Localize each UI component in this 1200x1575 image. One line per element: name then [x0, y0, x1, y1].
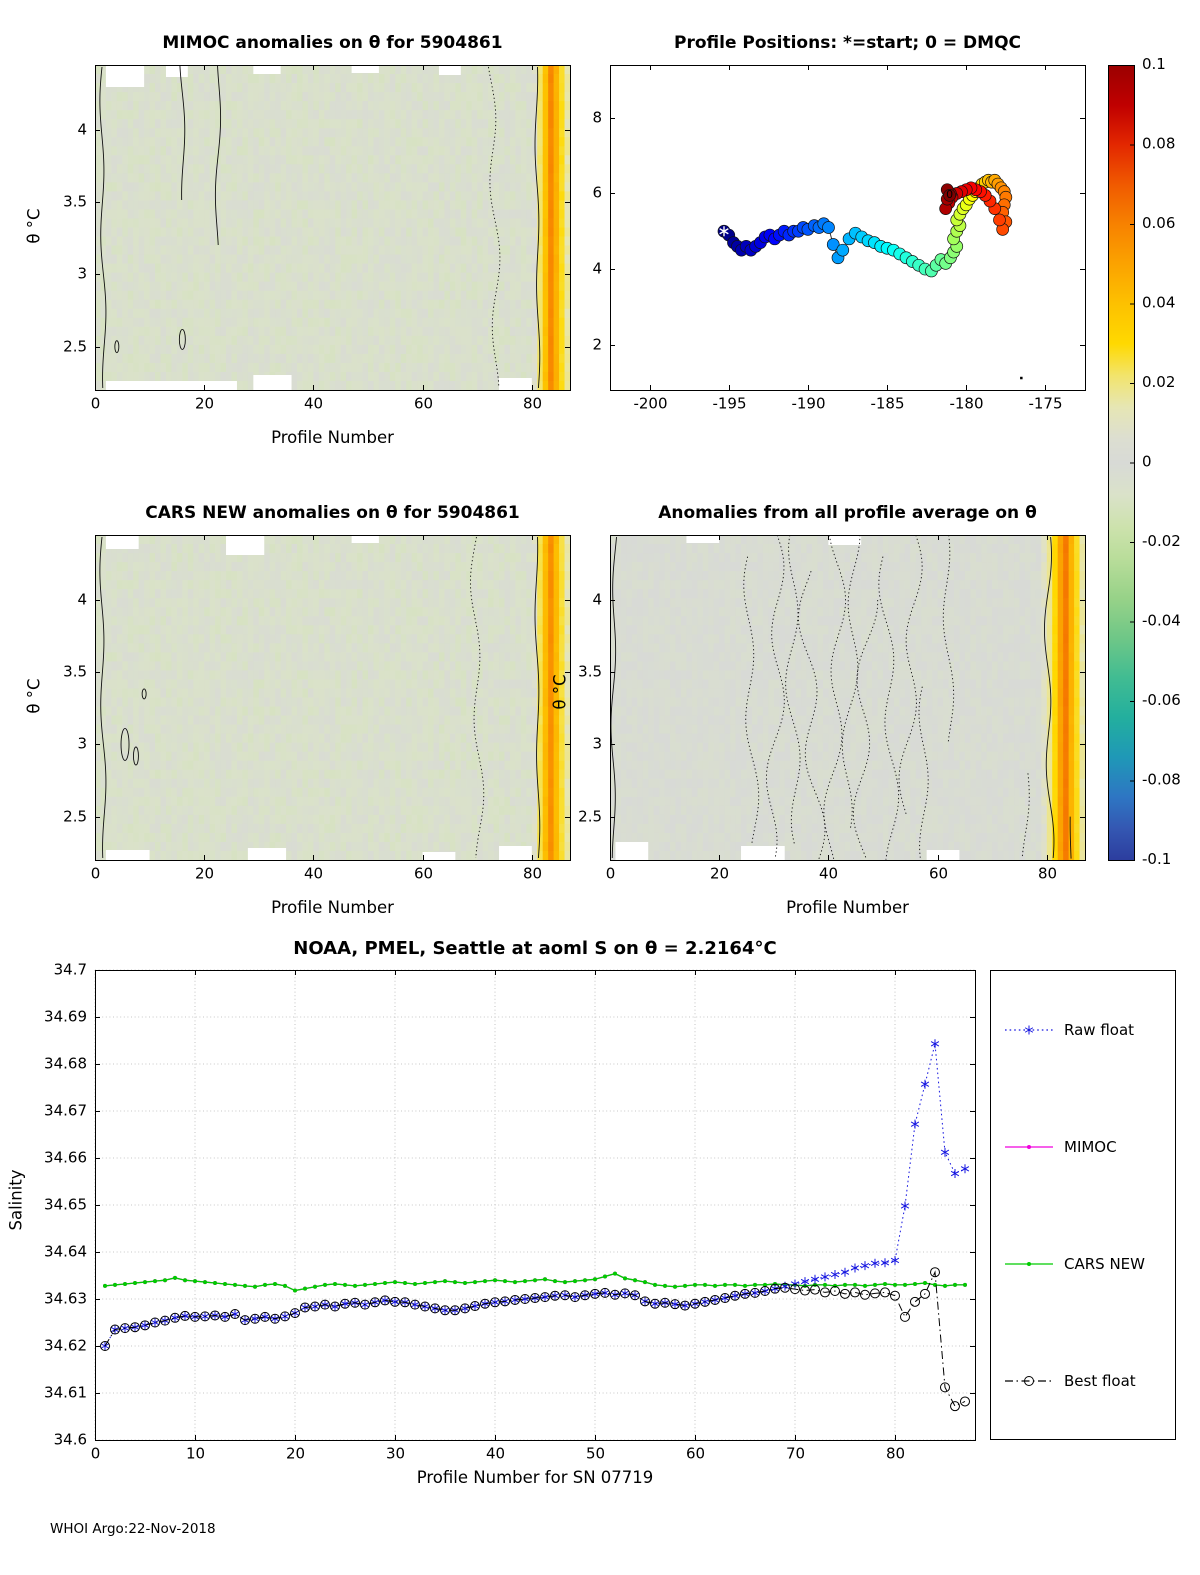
- footer-text: WHOI Argo:22-Nov-2018: [50, 1521, 216, 1537]
- y-axis-label-mimoc: θ °C: [24, 208, 44, 244]
- legend-sample-best-float: [1003, 1370, 1055, 1391]
- y-axis-label-cars: θ °C: [24, 678, 44, 714]
- legend-entry-cars-new: CARS NEW: [1003, 1253, 1175, 1274]
- x-axis-label-salinity: Profile Number for SN 07719: [416, 1468, 654, 1487]
- profile-positions-canvas: [555, 28, 1115, 458]
- x-axis-label-mimoc: Profile Number: [271, 428, 394, 447]
- legend-sample-raw-float: [1003, 1019, 1055, 1040]
- panel-title-salinity: NOAA, PMEL, Seattle at aoml S on θ = 2.2…: [293, 938, 777, 959]
- legend-entry-best-float: Best float: [1003, 1370, 1175, 1391]
- legend-label-raw-float: Raw float: [1064, 1020, 1135, 1039]
- legend-label-cars-new: CARS NEW: [1064, 1254, 1145, 1273]
- legend-sample-mimoc: [1003, 1136, 1055, 1157]
- panel-title-average: Anomalies from all profile average on θ: [658, 503, 1037, 523]
- cars-anomaly-heatmap-canvas: [40, 498, 600, 928]
- legend-box: Raw float MIMOC CARS NEW Best float: [990, 970, 1176, 1440]
- salinity-timeseries-canvas: [40, 935, 1000, 1495]
- colorbar-canvas: [1090, 45, 1200, 890]
- x-axis-label-average: Profile Number: [786, 898, 909, 917]
- x-axis-label-cars: Profile Number: [271, 898, 394, 917]
- panel-title-positions: Profile Positions: *=start; 0 = DMQC: [674, 33, 1021, 53]
- legend-label-best-float: Best float: [1064, 1371, 1136, 1390]
- legend-entry-mimoc: MIMOC: [1003, 1136, 1175, 1157]
- legend-entry-raw-float: Raw float: [1003, 1019, 1175, 1040]
- mimoc-anomaly-heatmap-canvas: [40, 28, 600, 458]
- legend-sample-cars-new: [1003, 1253, 1055, 1274]
- legend-label-mimoc: MIMOC: [1064, 1137, 1117, 1156]
- y-axis-label-average: θ °C: [550, 674, 570, 710]
- panel-title-cars: CARS NEW anomalies on θ for 5904861: [145, 503, 520, 523]
- profile-average-anomaly-canvas: [555, 498, 1115, 928]
- y-axis-label-salinity: Salinity: [6, 1169, 26, 1231]
- panel-title-mimoc: MIMOC anomalies on θ for 5904861: [162, 33, 503, 53]
